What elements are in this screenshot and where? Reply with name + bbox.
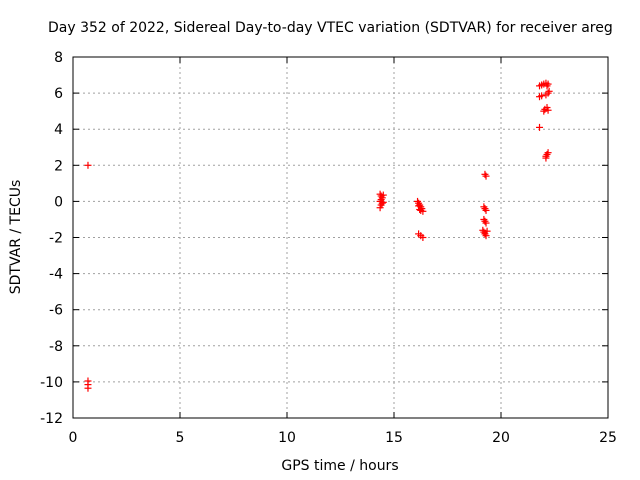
y-axis-label: SDTVAR / TECUs	[8, 180, 24, 295]
y-tick-label: -2	[49, 231, 63, 247]
data-point	[482, 206, 490, 214]
y-tick-label: -8	[49, 339, 63, 355]
y-tick-label: -4	[49, 267, 63, 283]
data-point	[482, 172, 490, 180]
data-point	[376, 204, 384, 212]
x-tick-label: 0	[69, 430, 78, 446]
data-point	[84, 161, 92, 169]
x-tick-label: 25	[599, 430, 617, 446]
data-point	[544, 149, 552, 157]
data-point	[544, 106, 552, 114]
x-tick-label: 10	[278, 430, 296, 446]
y-tick-label: -10	[40, 375, 63, 391]
y-tick-label: -12	[40, 411, 63, 427]
data-point	[543, 150, 551, 158]
data-point	[545, 87, 553, 95]
x-tick-label: 15	[385, 430, 403, 446]
data-point	[419, 234, 427, 241]
data-point	[542, 154, 550, 162]
data-point	[536, 123, 544, 131]
data-point	[481, 217, 489, 225]
data-point	[481, 170, 489, 178]
y-tick-label: 4	[54, 122, 63, 138]
y-axis-ticks: -12 -10 -8 -6 -4 -2 0 2 4 6 8	[40, 50, 608, 427]
x-tick-label: 20	[492, 430, 510, 446]
data-points	[84, 79, 553, 392]
data-point	[482, 232, 490, 240]
x-tick-label: 5	[176, 430, 185, 446]
data-point	[538, 92, 546, 100]
data-point	[415, 202, 423, 210]
grid-lines	[73, 57, 608, 418]
x-axis-ticks: 0 5 10 15 20 25	[69, 57, 617, 446]
data-point	[540, 107, 548, 115]
data-point	[379, 191, 387, 199]
data-point	[543, 82, 551, 90]
y-tick-label: 8	[54, 50, 63, 66]
data-point	[84, 384, 92, 392]
chart-title: Day 352 of 2022, Sidereal Day-to-day VTE…	[48, 20, 613, 36]
y-tick-label: -6	[49, 303, 63, 319]
y-tick-label: 0	[54, 194, 63, 210]
data-point	[379, 198, 387, 206]
y-tick-label: 6	[54, 86, 63, 102]
y-tick-label: 2	[54, 158, 63, 174]
data-point	[481, 205, 489, 213]
data-point	[483, 227, 491, 235]
data-point	[482, 219, 490, 227]
data-point	[416, 206, 424, 214]
x-axis-label: GPS time / hours	[281, 458, 398, 474]
